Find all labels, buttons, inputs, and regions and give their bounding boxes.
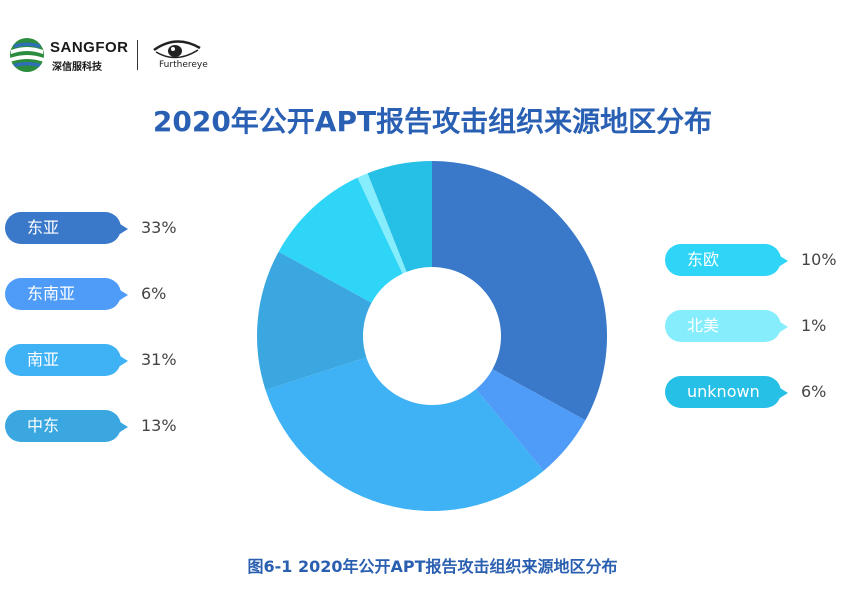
eye-logo-icon	[153, 40, 201, 59]
legend-tag-1: 东南亚	[5, 278, 128, 310]
legend-percent-2: 31%	[141, 350, 177, 369]
legend-tag-6: unknown	[665, 376, 788, 408]
logo-divider	[137, 40, 138, 70]
legend-label-4: 东欧	[687, 250, 720, 269]
donut-slice-3	[257, 251, 372, 391]
legend-percent-5: 1%	[801, 316, 827, 335]
legend-percent-6: 6%	[801, 382, 827, 401]
sangfor-globe-icon	[10, 38, 44, 72]
donut-slice-4	[278, 177, 403, 303]
legend-label-0: 东亚	[27, 218, 60, 237]
legend-percent-4: 10%	[801, 250, 837, 269]
legend-label-2: 南亚	[27, 350, 60, 369]
legend-tag-0: 东亚	[5, 212, 128, 244]
donut-slice-0	[432, 161, 608, 421]
legend-tag-5: 北美	[665, 310, 788, 342]
legend-tag-4: 东欧	[665, 244, 788, 276]
legend-percent-1: 6%	[141, 284, 167, 303]
legend-label-1: 东南亚	[27, 284, 76, 303]
legend-label-6: unknown	[687, 382, 760, 401]
figure-caption: 图6-1 2020年公开APT报告攻击组织来源地区分布	[247, 557, 618, 576]
chart-title: 2020年公开APT报告攻击组织来源地区分布	[152, 105, 713, 138]
legend-tag-3: 中东	[5, 410, 128, 442]
sangfor-logo: SANGFOR 深信服科技	[8, 34, 143, 76]
donut-slice-1	[475, 369, 586, 471]
legend-label-3: 中东	[27, 416, 60, 435]
brand-subtitle: 深信服科技	[52, 62, 102, 73]
legend-tag-2: 南亚	[5, 344, 128, 376]
partner-text: Furthereye	[159, 60, 208, 70]
donut-slice-6	[367, 161, 432, 272]
brand-name: SANGFOR	[50, 39, 129, 56]
legend-percent-0: 33%	[141, 218, 177, 237]
legend-label-5: 北美	[687, 316, 720, 335]
legend-percent-3: 13%	[141, 416, 177, 435]
donut-slice-2	[265, 357, 544, 511]
donut-slice-5	[357, 173, 407, 274]
